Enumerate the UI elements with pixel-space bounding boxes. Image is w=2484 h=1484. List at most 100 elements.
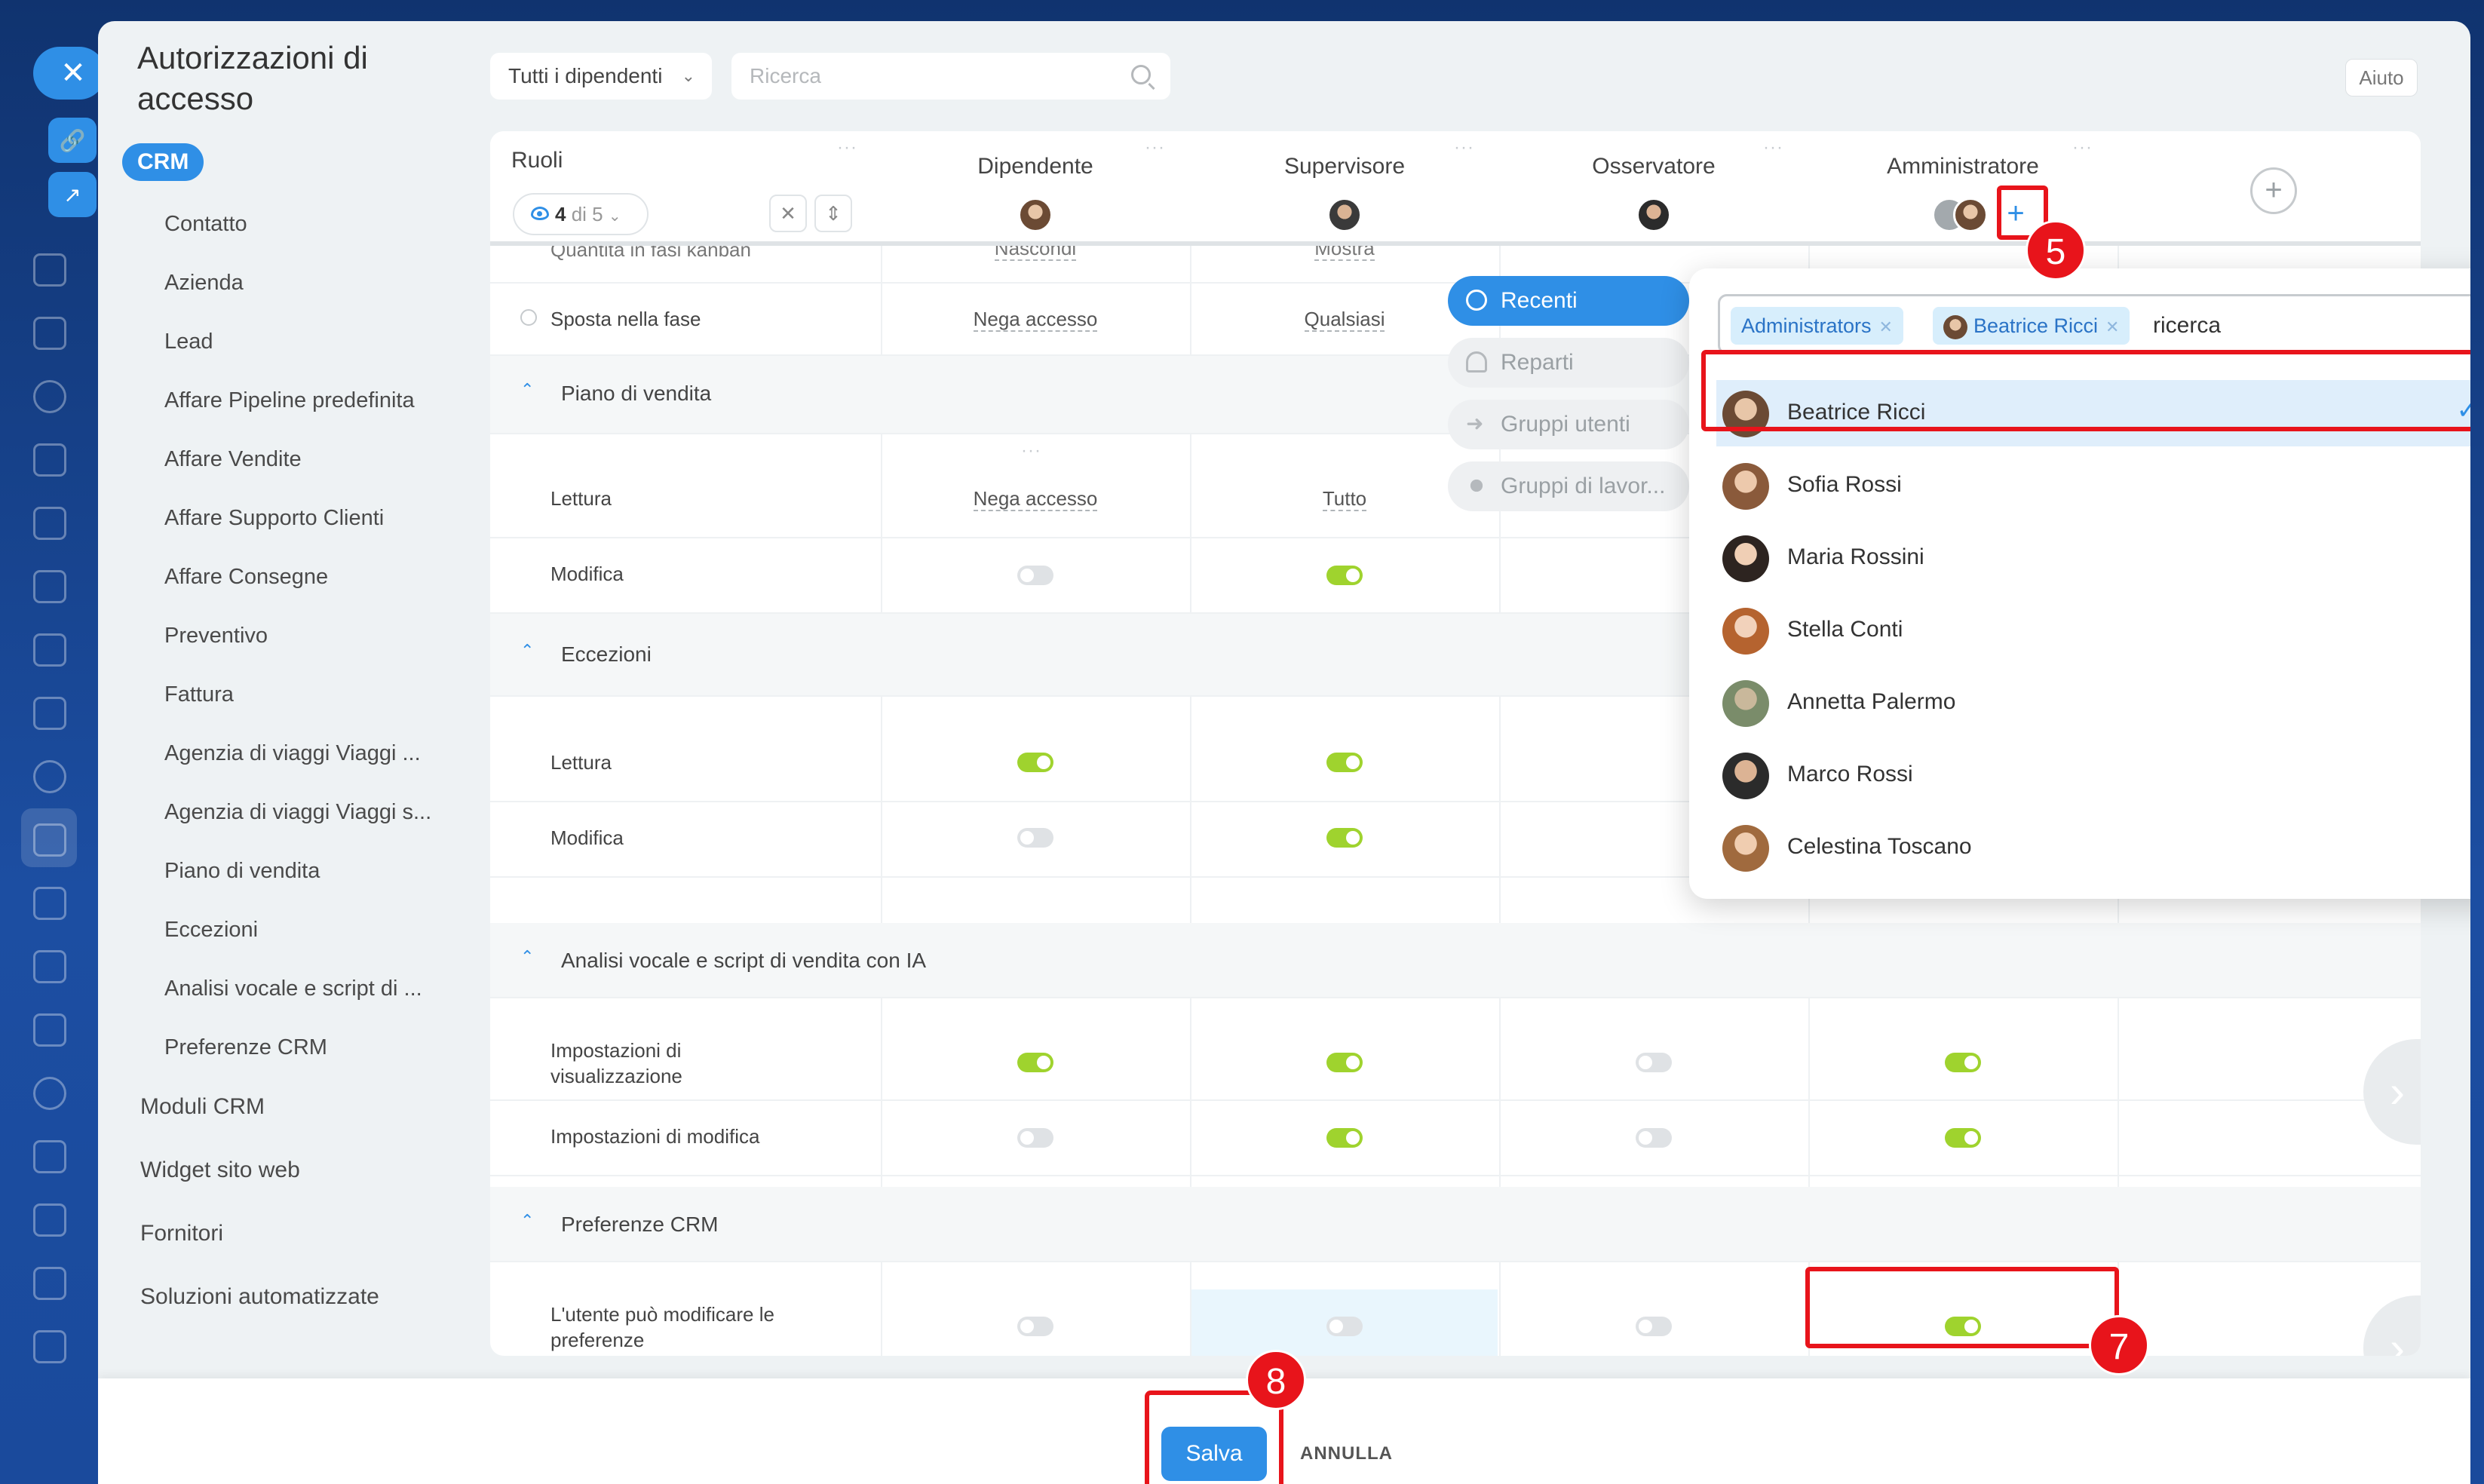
permission-toggle[interactable] bbox=[1326, 1053, 1363, 1072]
person-item[interactable]: Sofia Rossi bbox=[1716, 452, 2470, 519]
cell-value[interactable]: Tutto bbox=[1322, 487, 1367, 511]
presentation-icon[interactable] bbox=[33, 570, 66, 603]
tag-beatrice-ricci[interactable]: Beatrice Ricci ✕ bbox=[1933, 307, 2130, 345]
link-icon[interactable]: 🔗 bbox=[48, 118, 97, 163]
sidebar-item-affare-pipeline[interactable]: Affare Pipeline predefinita bbox=[164, 388, 415, 412]
permission-toggle[interactable] bbox=[1326, 828, 1363, 848]
avatar[interactable] bbox=[1953, 198, 1988, 232]
person-item[interactable]: Maria Rossini bbox=[1716, 525, 2470, 591]
picker-search-input[interactable]: ricerca bbox=[2153, 313, 2222, 338]
robot-icon[interactable] bbox=[33, 950, 66, 983]
cell-value[interactable]: Nega accesso bbox=[973, 487, 1098, 511]
add-member-icon[interactable]: + bbox=[2007, 197, 2025, 230]
more-icon[interactable]: ··· bbox=[1021, 440, 1041, 461]
inventory-icon[interactable] bbox=[33, 1013, 66, 1047]
sidebar-item-fattura[interactable]: Fattura bbox=[164, 682, 234, 707]
picker-tab-gruppi-lavoro[interactable]: Gruppi di lavor... bbox=[1448, 461, 1689, 511]
permission-toggle[interactable] bbox=[1326, 1128, 1363, 1148]
mail-icon[interactable] bbox=[33, 697, 66, 730]
analytics-icon[interactable] bbox=[33, 1330, 66, 1363]
person-item[interactable]: Beatrice Ricci ✓ bbox=[1716, 380, 2470, 446]
selected-tags-field[interactable]: Administrators ✕ Beatrice Ricci ✕ ricerca bbox=[1718, 294, 2470, 354]
more-icon[interactable]: ··· bbox=[1454, 137, 1474, 158]
close-icon[interactable]: ✕ bbox=[33, 47, 106, 100]
open-external-icon[interactable]: ↗ bbox=[48, 172, 97, 217]
cancel-button[interactable]: ANNULLA bbox=[1300, 1443, 1393, 1464]
collapse-icon[interactable]: ✕ bbox=[769, 195, 807, 232]
sidebar-section-crm[interactable]: CRM bbox=[122, 143, 204, 181]
permission-toggle[interactable] bbox=[1017, 1128, 1053, 1148]
drive-icon[interactable] bbox=[33, 633, 66, 667]
chevron-up-icon[interactable]: ⌃ bbox=[520, 641, 535, 660]
sign-icon[interactable] bbox=[33, 1203, 66, 1237]
close-icon[interactable]: ✕ bbox=[2105, 317, 2120, 336]
sidebar-item-piano-vendita[interactable]: Piano di vendita bbox=[164, 859, 320, 883]
permission-toggle[interactable] bbox=[1945, 1128, 1981, 1148]
permission-toggle[interactable] bbox=[1017, 566, 1053, 585]
feed-icon[interactable] bbox=[33, 253, 66, 287]
permission-toggle[interactable] bbox=[1945, 1317, 1981, 1336]
sidebar-item-eccezioni[interactable]: Eccezioni bbox=[164, 918, 259, 942]
more-icon[interactable]: ··· bbox=[1145, 137, 1165, 158]
sidebar-item-lead[interactable]: Lead bbox=[164, 330, 213, 354]
sidebar-item-widget[interactable]: Widget sito web bbox=[140, 1157, 300, 1182]
permission-toggle[interactable] bbox=[1326, 566, 1363, 585]
person-item[interactable]: Stella Conti bbox=[1716, 597, 2470, 664]
permission-toggle[interactable] bbox=[1017, 828, 1053, 848]
avatar[interactable] bbox=[1327, 198, 1362, 232]
permission-toggle[interactable] bbox=[1326, 753, 1363, 772]
documents-icon[interactable] bbox=[33, 507, 66, 540]
contacts-icon[interactable] bbox=[33, 760, 66, 793]
pen-icon[interactable] bbox=[33, 1267, 66, 1300]
sidebar-item-preferenze-crm[interactable]: Preferenze CRM bbox=[164, 1035, 327, 1059]
more-icon[interactable]: ··· bbox=[837, 137, 857, 158]
sidebar-item-affare-vendite[interactable]: Affare Vendite bbox=[164, 447, 302, 471]
picker-tab-recenti[interactable]: Recenti bbox=[1448, 276, 1689, 326]
close-icon[interactable]: ✕ bbox=[1878, 317, 1893, 336]
sidebar-item-fornitori[interactable]: Fornitori bbox=[140, 1221, 224, 1246]
role-visibility-filter[interactable]: 4 di 5 ⌄ bbox=[513, 193, 649, 235]
sidebar-item-contatto[interactable]: Contatto bbox=[164, 212, 247, 236]
save-button[interactable]: Salva bbox=[1161, 1427, 1267, 1481]
cell-value[interactable]: Qualsiasi bbox=[1304, 308, 1385, 332]
expand-icon[interactable]: ⇕ bbox=[814, 195, 852, 232]
section-header[interactable]: ⌃ Preferenze CRM bbox=[490, 1187, 2421, 1262]
avatar[interactable] bbox=[1018, 198, 1053, 232]
crm-icon[interactable] bbox=[33, 380, 66, 413]
person-item[interactable]: Celestina Toscano bbox=[1716, 814, 2470, 881]
picker-tab-gruppi-utenti[interactable]: ➜ Gruppi utenti bbox=[1448, 400, 1689, 449]
chevron-up-icon[interactable]: ⌃ bbox=[520, 380, 535, 399]
sidebar-item-analisi-vocale[interactable]: Analisi vocale e script di ... bbox=[164, 977, 422, 1001]
permission-toggle[interactable] bbox=[1326, 1317, 1363, 1336]
more-icon[interactable]: ··· bbox=[2072, 137, 2093, 158]
sidebar-item-azienda[interactable]: Azienda bbox=[164, 271, 244, 295]
person-item[interactable]: Annetta Palermo bbox=[1716, 670, 2470, 736]
filter-icon[interactable] bbox=[33, 823, 66, 857]
permission-toggle[interactable] bbox=[1945, 1053, 1981, 1072]
avatar[interactable] bbox=[1636, 198, 1671, 232]
sidebar-item-moduli-crm[interactable]: Moduli CRM bbox=[140, 1094, 265, 1119]
sidebar-item-soluzioni[interactable]: Soluzioni automatizzate bbox=[140, 1284, 379, 1309]
sidebar-item-agenzia-2[interactable]: Agenzia di viaggi Viaggi s... bbox=[164, 800, 432, 824]
sidebar-item-preventivo[interactable]: Preventivo bbox=[164, 624, 268, 648]
target-icon[interactable] bbox=[33, 1077, 66, 1110]
chevron-up-icon[interactable]: ⌃ bbox=[520, 947, 535, 966]
more-icon[interactable]: ··· bbox=[1763, 137, 1783, 158]
schedule-icon[interactable] bbox=[33, 887, 66, 920]
permission-toggle[interactable] bbox=[1636, 1053, 1672, 1072]
add-role-button[interactable]: + bbox=[2250, 167, 2297, 214]
permission-toggle[interactable] bbox=[1017, 1053, 1053, 1072]
permission-toggle[interactable] bbox=[1017, 753, 1053, 772]
permission-toggle[interactable] bbox=[1017, 1317, 1053, 1336]
person-item[interactable]: Marco Rossi bbox=[1716, 742, 2470, 808]
sidebar-item-affare-supporto[interactable]: Affare Supporto Clienti bbox=[164, 506, 385, 530]
calendar-icon[interactable] bbox=[33, 443, 66, 477]
permission-toggle[interactable] bbox=[1636, 1128, 1672, 1148]
tag-administrators[interactable]: Administrators ✕ bbox=[1731, 307, 1903, 345]
search-input[interactable]: Ricerca bbox=[731, 53, 1170, 100]
cell-value[interactable]: Nega accesso bbox=[973, 308, 1098, 332]
chevron-up-icon[interactable]: ⌃ bbox=[520, 1211, 535, 1230]
permission-toggle[interactable] bbox=[1636, 1317, 1672, 1336]
picker-tab-reparti[interactable]: Reparti bbox=[1448, 338, 1689, 388]
tasks-icon[interactable] bbox=[33, 317, 66, 350]
